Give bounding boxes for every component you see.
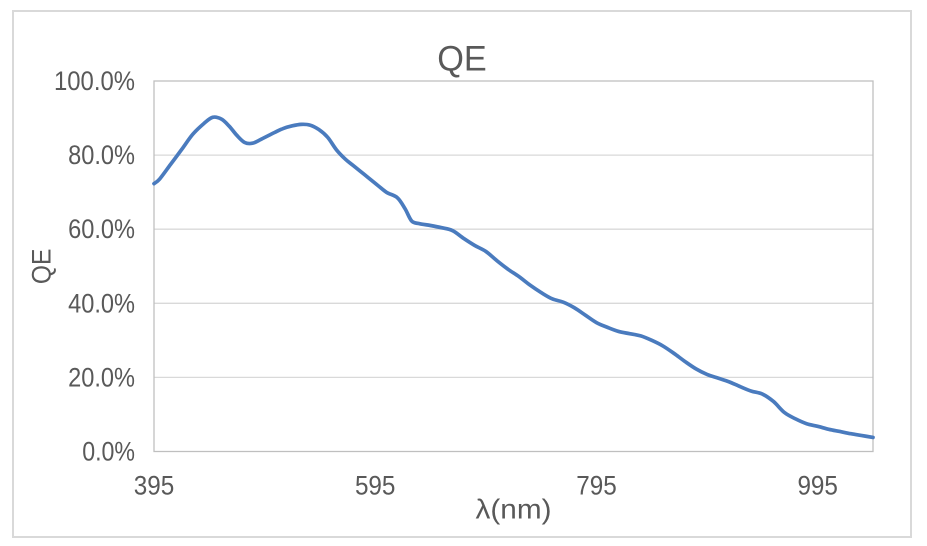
svg-text:20.0%: 20.0%: [68, 362, 135, 392]
svg-text:100.0%: 100.0%: [54, 66, 135, 96]
svg-text:795: 795: [576, 471, 617, 501]
svg-text:0.0%: 0.0%: [82, 437, 135, 467]
svg-text:λ(nm): λ(nm): [476, 494, 552, 525]
svg-text:QE: QE: [437, 39, 487, 79]
svg-text:595: 595: [355, 471, 396, 501]
svg-text:80.0%: 80.0%: [68, 140, 135, 170]
svg-text:60.0%: 60.0%: [68, 214, 135, 244]
svg-text:40.0%: 40.0%: [68, 288, 135, 318]
svg-text:995: 995: [797, 471, 838, 501]
svg-text:395: 395: [134, 471, 175, 501]
svg-text:QE: QE: [27, 249, 57, 285]
